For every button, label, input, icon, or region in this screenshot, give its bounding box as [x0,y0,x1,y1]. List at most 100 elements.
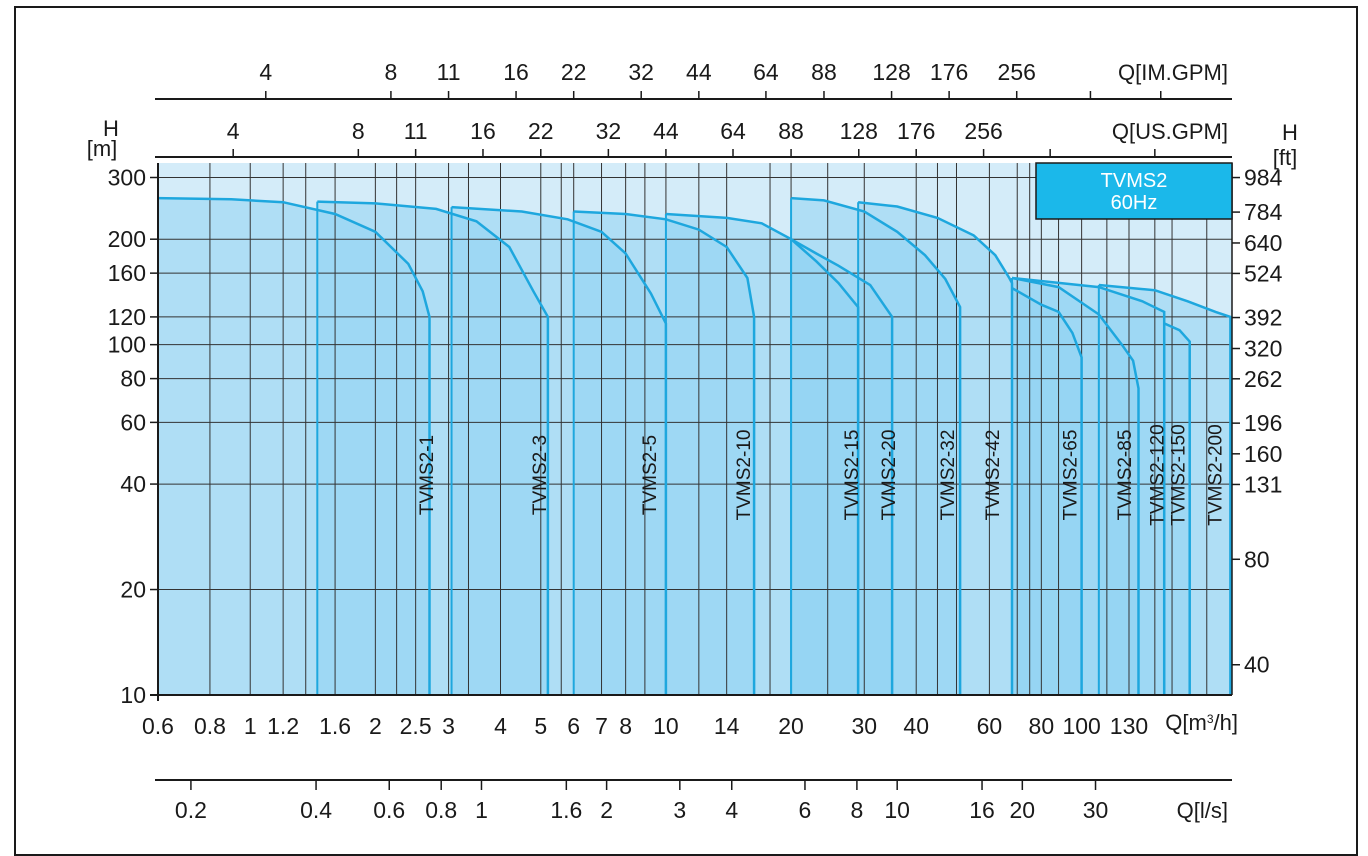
x-tick-label: 3 [442,713,455,739]
x-axis-title-tail: /h] [1214,710,1238,735]
ls-tick-label: 8 [850,797,863,823]
x-axis-title-superscript: 3 [1207,712,1214,726]
curve-label-tvms2-20: TVMS2-20 [879,430,900,521]
x-axis-title-base: Q[m [1165,710,1207,735]
ls-tick-label: 2 [600,797,613,823]
fill-tvms2-42 [858,202,1012,695]
curve-tvms2-5 [451,205,668,695]
curve-tvms2-15 [665,212,860,695]
y-axis-right-unit: [ft] [1273,145,1297,170]
x-tick-label: 0.8 [194,713,226,739]
us-gpm-tick-label: 11 [404,118,428,144]
im-gpm-tick-label: 16 [503,59,529,85]
x-tick-label: 5 [534,713,547,739]
y-right-tick-label: 640 [1244,230,1282,256]
title-badge [1035,162,1233,220]
curve-label-tvms2-42: TVMS2-42 [983,430,1004,521]
curve-tvms2-10 [573,210,756,695]
us-gpm-tick-label: 256 [964,118,1002,144]
y-left-tick-label: 100 [108,332,146,358]
ls-tick-label: 1.6 [550,797,582,823]
curve-label-tvms2-10: TVMS2-10 [734,430,755,521]
y-right-tick-label: 784 [1244,199,1283,225]
curve-label-tvms2-1: TVMS2-1 [417,435,438,515]
chart-badge: TVMS2 60Hz [1035,162,1233,220]
ls-tick-label: 0.8 [425,797,457,823]
us-gpm-tick-label: 22 [528,118,554,144]
x-tick-label: 130 [1110,713,1148,739]
im-gpm-tick-label: 8 [385,59,398,85]
us-gpm-tick-label: 64 [720,118,746,144]
x-axis-title: Q[m3/h] [1165,710,1238,735]
top-axis-us-gpm-title: Q[US.GPM] [1112,119,1228,144]
ls-tick-label: 0.6 [373,797,405,823]
y-right-tick-label: 320 [1244,336,1282,362]
y-left-tick-label: 300 [108,165,146,191]
ls-tick-label: 1 [475,797,488,823]
im-gpm-tick-label: 256 [998,59,1036,85]
im-gpm-tick-label: 64 [753,59,779,85]
y-axis-left-unit: [m] [87,136,118,161]
x-tick-label: 1 [244,713,257,739]
y-right-tick-label: 131 [1244,471,1282,497]
curve-tvms2-65 [1011,287,1083,695]
curve-label-tvms2-150: TVMS2-150 [1169,424,1190,525]
x-tick-label: 2 [369,713,382,739]
y-left-tick-label: 60 [120,409,146,435]
y-right-tick-label: 984 [1244,165,1283,191]
axes [150,91,1240,790]
y-right-tick-label: 196 [1244,410,1282,436]
im-gpm-tick-label: 128 [872,59,910,85]
im-gpm-tick-label: 32 [628,59,654,85]
x-tick-label: 20 [778,713,804,739]
chart-subtitle: 60Hz [1111,192,1158,214]
y-right-tick-label: 524 [1244,260,1283,286]
x-tick-label: 80 [1029,713,1055,739]
curve-tvms2-32 [791,196,962,695]
us-gpm-tick-label: 128 [840,118,878,144]
y-left-tick-label: 20 [120,577,146,603]
im-gpm-tick-label: 22 [561,59,587,85]
y-left-tick-label: 80 [120,366,146,392]
ls-tick-label: 0.4 [300,797,332,823]
x-tick-label: 30 [851,713,877,739]
x-tick-label: 7 [595,713,608,739]
curve-tvms2-3 [317,200,550,695]
curve-label-tvms2-200: TVMS2-200 [1205,424,1226,525]
curve-tvms2-150 [1163,322,1191,695]
us-gpm-tick-label: 16 [470,118,496,144]
im-gpm-tick-label: 176 [930,59,968,85]
us-gpm-tick-label: 8 [352,118,365,144]
y-right-tick-label: 392 [1244,305,1282,331]
y-left-tick-label: 40 [120,471,146,497]
ls-tick-label: 4 [725,797,738,823]
x-tick-label: 0.6 [142,713,174,739]
bottom-axis-ls-title: Q[l/s] [1177,798,1228,823]
ls-tick-label: 20 [1010,797,1036,823]
x-tick-label: 14 [714,713,740,739]
ls-tick-label: 10 [884,797,910,823]
y-right-tick-label: 160 [1244,441,1282,467]
curve-label-tvms2-65: TVMS2-65 [1060,430,1081,521]
x-tick-label: 6 [567,713,580,739]
ls-tick-label: 3 [673,797,686,823]
curve-label-tvms2-3: TVMS2-3 [530,435,551,515]
x-tick-label: 1.6 [319,713,351,739]
top-axis-im-gpm-title: Q[IM.GPM] [1118,60,1228,85]
x-tick-label: 40 [903,713,929,739]
us-gpm-tick-label: 44 [653,118,679,144]
x-tick-label: 2.5 [400,713,432,739]
curve-tvms2-85 [1011,276,1140,695]
curve-tvms2-1 [157,196,431,695]
us-gpm-tick-label: 176 [897,118,935,144]
curve-label-tvms2-85: TVMS2-85 [1115,430,1136,521]
y-left-tick-label: 10 [120,682,146,708]
us-gpm-tick-label: 4 [227,118,240,144]
y-left-tick-label: 200 [108,226,146,252]
im-gpm-tick-label: 4 [259,59,272,85]
x-tick-label: 8 [619,713,632,739]
curve-tvms2-200 [1098,283,1232,695]
curve-labels: TVMS2-1 TVMS2-3 TVMS2-5 TVMS2-10 TVMS2-15 TVM… [417,424,1226,525]
